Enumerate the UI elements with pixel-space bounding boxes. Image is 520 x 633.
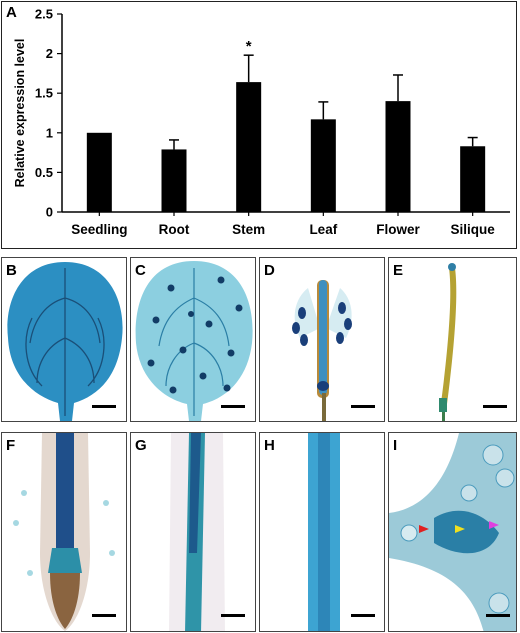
panel-a-box [1, 1, 517, 249]
leaf-micrograph-c [131, 258, 255, 421]
scale-bar-g [221, 614, 245, 617]
x-tick-label-silique: Silique [451, 222, 496, 237]
silique-micrograph-e [389, 258, 516, 421]
x-tick-label-leaf: Leaf [309, 222, 337, 237]
root-micrograph-g [131, 433, 255, 631]
scale-bar-h [351, 614, 375, 617]
panel-i-image [388, 432, 517, 632]
scale-bar-c [221, 405, 245, 408]
panel-label-i: I [393, 437, 398, 454]
y-tick-label: 0.5 [35, 165, 53, 180]
x-tick-label-root: Root [159, 222, 190, 237]
leaf-micrograph-b [2, 258, 126, 421]
x-tick-label-stem: Stem [232, 222, 265, 237]
scale-bar-f [92, 614, 116, 617]
panel-b-image [1, 257, 127, 422]
panel-label-g: G [135, 437, 147, 454]
hypocotyl-micrograph-h [260, 433, 384, 631]
panel-g-image [130, 432, 256, 632]
panel-h-image [259, 432, 385, 632]
y-tick-label: 1.5 [35, 86, 53, 101]
bar-root [161, 149, 187, 212]
y-tick-label: 2 [46, 46, 53, 61]
panel-label-b: B [6, 262, 17, 279]
significance-marker: * [246, 38, 252, 55]
bar-seedling [86, 132, 112, 212]
expression-bar-chart: 0 0.5 1 1.5 2 2.5 Relative expression level See… [13, 7, 510, 237]
flower-micrograph-d [260, 258, 384, 421]
panel-label-c: C [135, 262, 146, 279]
panel-label-d: D [264, 262, 275, 279]
y-axis-label: Relative expression level [13, 39, 27, 188]
bar-flower [385, 101, 411, 212]
panel-label-f: F [6, 437, 16, 454]
panel-c-image [130, 257, 256, 422]
scale-bar-d [351, 405, 375, 408]
y-tick-label: 2.5 [35, 7, 53, 22]
scale-bar-i [486, 614, 510, 617]
scale-bar-e [483, 405, 507, 408]
bar-stem [236, 82, 262, 212]
bar-leaf [310, 119, 336, 212]
root-tip-micrograph-f [2, 433, 126, 631]
x-tick-label-seedling: Seedling [71, 222, 127, 237]
bar-silique [460, 146, 486, 212]
panel-e-image [388, 257, 517, 422]
y-tick-label: 1 [46, 125, 53, 140]
panel-label-h: H [264, 437, 275, 454]
scale-bar-b [92, 405, 116, 408]
y-tick-label: 0 [46, 205, 53, 220]
panel-d-image [259, 257, 385, 422]
panel-label-a: A [6, 4, 17, 21]
panel-label-e: E [393, 262, 404, 279]
cross-section-micrograph-i [389, 433, 516, 631]
x-tick-label-flower: Flower [376, 222, 420, 237]
panel-f-image [1, 432, 127, 632]
